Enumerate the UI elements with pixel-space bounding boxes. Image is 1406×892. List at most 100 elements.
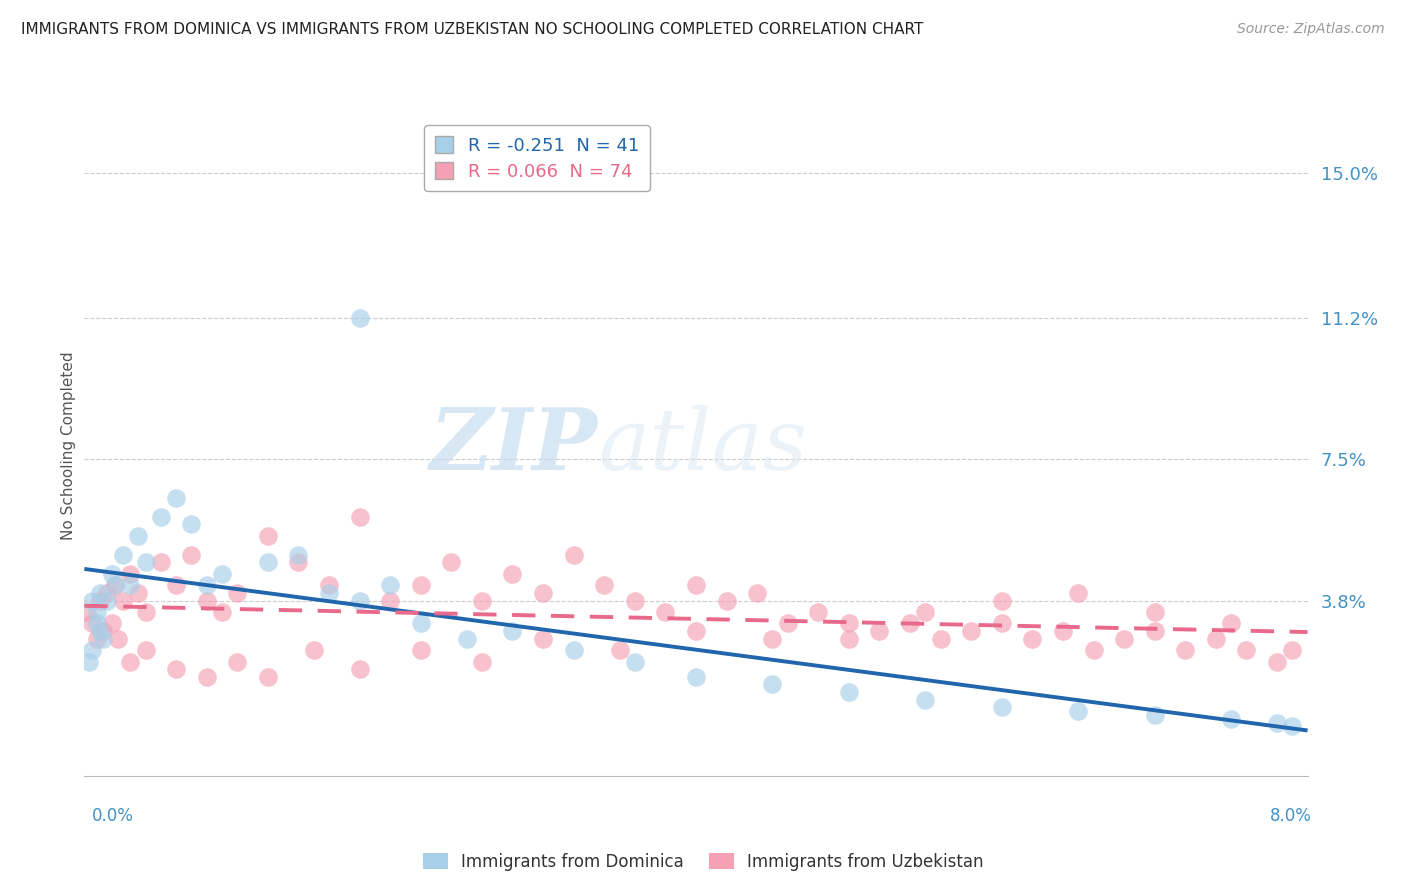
- Point: [990, 616, 1012, 631]
- Point: [914, 692, 936, 706]
- Point: [761, 677, 783, 691]
- Point: [101, 566, 124, 581]
- Point: [501, 566, 523, 581]
- Point: [1281, 719, 1303, 733]
- Point: [471, 593, 494, 607]
- Point: [1174, 643, 1197, 657]
- Point: [838, 616, 860, 631]
- Point: [1143, 624, 1166, 638]
- Point: [409, 578, 432, 592]
- Point: [91, 624, 114, 638]
- Point: [838, 632, 860, 646]
- Point: [195, 670, 218, 684]
- Point: [211, 566, 233, 581]
- Point: [531, 632, 554, 646]
- Point: [135, 643, 157, 657]
- Point: [1067, 704, 1090, 718]
- Point: [111, 548, 134, 562]
- Point: [990, 700, 1012, 714]
- Point: [287, 555, 309, 569]
- Point: [1281, 643, 1303, 657]
- Point: [135, 605, 157, 619]
- Point: [409, 643, 432, 657]
- Point: [501, 624, 523, 638]
- Point: [1205, 632, 1227, 646]
- Point: [287, 548, 309, 562]
- Point: [1220, 616, 1243, 631]
- Point: [593, 578, 616, 592]
- Point: [349, 662, 371, 676]
- Point: [1143, 605, 1166, 619]
- Text: 8.0%: 8.0%: [1270, 807, 1312, 825]
- Text: Source: ZipAtlas.com: Source: ZipAtlas.com: [1237, 22, 1385, 37]
- Point: [349, 593, 371, 607]
- Point: [86, 632, 108, 646]
- Text: atlas: atlas: [598, 405, 807, 487]
- Point: [869, 624, 891, 638]
- Point: [654, 605, 676, 619]
- Point: [685, 670, 707, 684]
- Point: [562, 643, 585, 657]
- Point: [1067, 586, 1090, 600]
- Point: [127, 586, 149, 600]
- Point: [86, 616, 108, 631]
- Point: [1234, 643, 1257, 657]
- Point: [257, 529, 280, 543]
- Point: [929, 632, 952, 646]
- Point: [120, 566, 142, 581]
- Legend: R = -0.251  N = 41, R = 0.066  N = 74: R = -0.251 N = 41, R = 0.066 N = 74: [425, 125, 650, 192]
- Point: [1265, 715, 1288, 730]
- Point: [409, 616, 432, 631]
- Point: [471, 655, 494, 669]
- Point: [456, 632, 478, 646]
- Point: [80, 643, 103, 657]
- Point: [149, 555, 172, 569]
- Point: [440, 555, 463, 569]
- Point: [89, 624, 111, 638]
- Point: [745, 586, 768, 600]
- Text: 0.0%: 0.0%: [91, 807, 134, 825]
- Text: IMMIGRANTS FROM DOMINICA VS IMMIGRANTS FROM UZBEKISTAN NO SCHOOLING COMPLETED CO: IMMIGRANTS FROM DOMINICA VS IMMIGRANTS F…: [21, 22, 924, 37]
- Point: [226, 655, 249, 669]
- Point: [349, 509, 371, 524]
- Point: [624, 593, 647, 607]
- Point: [96, 586, 118, 600]
- Point: [104, 578, 127, 592]
- Point: [180, 548, 202, 562]
- Point: [180, 517, 202, 532]
- Text: ZIP: ZIP: [430, 404, 598, 488]
- Point: [531, 586, 554, 600]
- Point: [1220, 712, 1243, 726]
- Point: [1083, 643, 1105, 657]
- Point: [318, 578, 340, 592]
- Point: [211, 605, 233, 619]
- Point: [960, 624, 983, 638]
- Point: [914, 605, 936, 619]
- Point: [685, 578, 707, 592]
- Point: [1265, 655, 1288, 669]
- Point: [89, 586, 111, 600]
- Point: [838, 685, 860, 699]
- Point: [96, 593, 118, 607]
- Point: [1143, 708, 1166, 723]
- Point: [609, 643, 631, 657]
- Point: [302, 643, 325, 657]
- Point: [716, 593, 738, 607]
- Point: [76, 605, 98, 619]
- Point: [120, 655, 142, 669]
- Point: [101, 616, 124, 631]
- Point: [165, 578, 187, 592]
- Point: [257, 670, 280, 684]
- Point: [165, 491, 187, 505]
- Point: [107, 632, 129, 646]
- Point: [80, 616, 103, 631]
- Point: [165, 662, 187, 676]
- Point: [562, 548, 585, 562]
- Point: [91, 632, 114, 646]
- Point: [761, 632, 783, 646]
- Point: [380, 578, 402, 592]
- Point: [89, 593, 111, 607]
- Point: [349, 311, 371, 326]
- Point: [104, 578, 127, 592]
- Point: [80, 593, 103, 607]
